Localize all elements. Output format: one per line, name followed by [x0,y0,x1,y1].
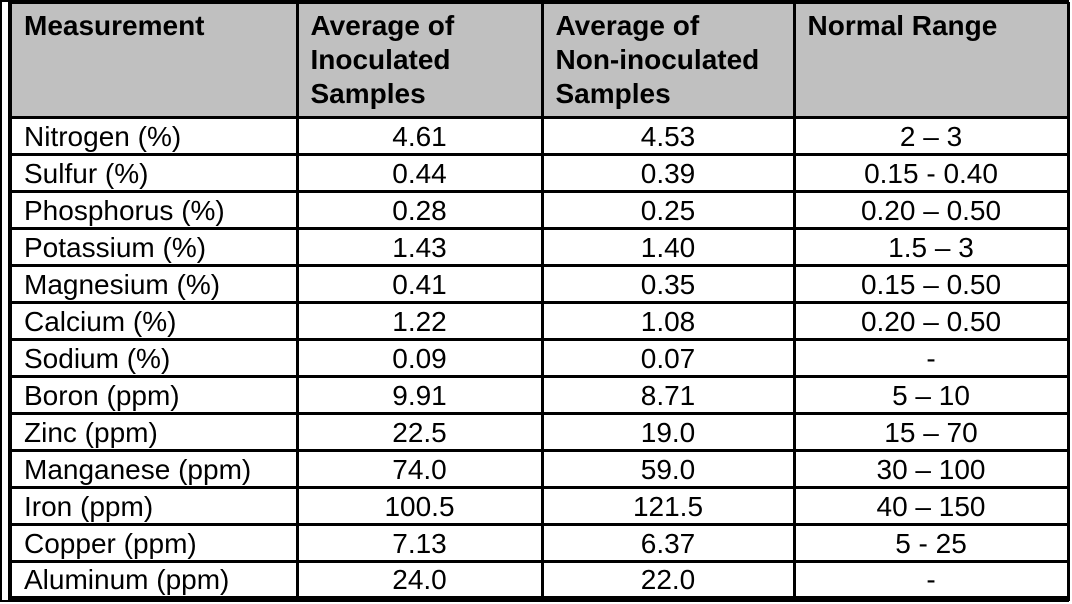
cell-inoculated-average: 1.43 [295,227,544,267]
cell-normal-range: 40 – 150 [792,486,1070,526]
cell-measurement: Manganese (ppm) [8,449,299,489]
cell-normal-range: 0.20 – 0.50 [792,301,1070,341]
cell-non-inoculated-average: 1.40 [540,227,796,267]
cell-non-inoculated-average: 6.37 [540,523,796,563]
cell-non-inoculated-average: 0.35 [540,264,796,304]
cell-non-inoculated-average: 0.39 [540,153,796,193]
table-row: Boron (ppm) 9.91 8.71 5 – 10 [8,375,1070,415]
cell-inoculated-average: 100.5 [295,486,544,526]
cell-measurement: Nitrogen (%) [8,116,299,156]
table-row: Nitrogen (%) 4.61 4.53 2 – 3 [8,116,1070,156]
cell-normal-range: 0.20 – 0.50 [792,190,1070,230]
table-row: Zinc (ppm) 22.5 19.0 15 – 70 [8,412,1070,452]
cell-non-inoculated-average: 121.5 [540,486,796,526]
cell-measurement: Boron (ppm) [8,375,299,415]
cell-normal-range: 30 – 100 [792,449,1070,489]
column-header-non_inoculated: Average of Non-inoculated Samples [540,2,796,119]
cell-non-inoculated-average: 19.0 [540,412,796,452]
cell-normal-range: 0.15 - 0.40 [792,153,1070,193]
cell-inoculated-average: 9.91 [295,375,544,415]
text-fragment [437,0,441,4]
cell-inoculated-average: 1.22 [295,301,544,341]
cell-non-inoculated-average: 22.0 [540,560,796,601]
cell-normal-range: 1.5 – 3 [792,227,1070,267]
column-header-measurement: Measurement [8,2,299,119]
table-row: Phosphorus (%) 0.28 0.25 0.20 – 0.50 [8,190,1070,230]
cell-inoculated-average: 74.0 [295,449,544,489]
nutrient-measurements-table: Measurement Average of Inoculated Samples… [8,2,1070,601]
cell-normal-range: 2 – 3 [792,116,1070,156]
cell-measurement: Aluminum (ppm) [8,560,299,601]
cell-non-inoculated-average: 8.71 [540,375,796,415]
table-row: Calcium (%) 1.22 1.08 0.20 – 0.50 [8,301,1070,341]
table-row: Aluminum (ppm) 24.0 22.0- [8,560,1070,601]
table-row: Copper (ppm) 7.13 6.37 5 - 25 [8,523,1070,563]
cell-measurement: Iron (ppm) [8,486,299,526]
cell-normal-range: 0.15 – 0.50 [792,264,1070,304]
cell-normal-range: - [792,338,1070,378]
table-header-row: Measurement Average of Inoculated Samples… [8,2,1070,119]
text-fragment [694,0,700,4]
cell-normal-range: 5 – 10 [792,375,1070,415]
cell-measurement: Copper (ppm) [8,523,299,563]
cell-normal-range: - [792,560,1070,601]
cell-normal-range: 5 - 25 [792,523,1070,563]
table-row: Manganese (ppm) 74.0 59.0 30 – 100 [8,449,1070,489]
table-row: Sodium (%) 0.09 0.07- [8,338,1070,378]
cell-inoculated-average: 22.5 [295,412,544,452]
cell-non-inoculated-average: 0.25 [540,190,796,230]
cell-measurement: Zinc (ppm) [8,412,299,452]
cell-inoculated-average: 24.0 [295,560,544,601]
cell-inoculated-average: 0.44 [295,153,544,193]
table-row: Iron (ppm) 100.5 121.5 40 – 150 [8,486,1070,526]
cell-non-inoculated-average: 0.07 [540,338,796,378]
cell-non-inoculated-average: 59.0 [540,449,796,489]
cell-measurement: Phosphorus (%) [8,190,299,230]
cell-inoculated-average: 0.09 [295,338,544,378]
cell-measurement: Calcium (%) [8,301,299,341]
cell-inoculated-average: 4.61 [295,116,544,156]
cell-inoculated-average: 0.28 [295,190,544,230]
text-fragment [573,0,589,4]
table-row: Sulfur (%) 0.44 0.39 0.15 - 0.40 [8,153,1070,193]
cell-non-inoculated-average: 4.53 [540,116,796,156]
table-row: Potassium (%) 1.43 1.40 1.5 – 3 [8,227,1070,267]
cell-non-inoculated-average: 1.08 [540,301,796,341]
cell-normal-range: 15 – 70 [792,412,1070,452]
table-row: Magnesium (%) 0.41 0.35 0.15 – 0.50 [8,264,1070,304]
column-header-inoculated: Average of Inoculated Samples [295,2,544,119]
cell-inoculated-average: 0.41 [295,264,544,304]
cell-measurement: Sulfur (%) [8,153,299,193]
cell-measurement: Potassium (%) [8,227,299,267]
cell-measurement: Sodium (%) [8,338,299,378]
cell-measurement: Magnesium (%) [8,264,299,304]
cell-inoculated-average: 7.13 [295,523,544,563]
column-header-normal_range: Normal Range [792,2,1070,119]
